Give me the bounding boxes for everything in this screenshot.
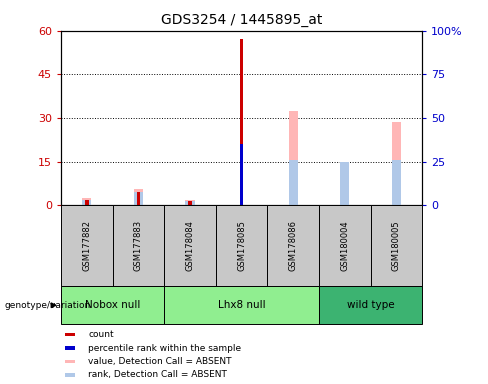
Bar	[61, 286, 164, 324]
Bar	[370, 205, 422, 286]
Text: value, Detection Call = ABSENT: value, Detection Call = ABSENT	[88, 357, 232, 366]
Bar	[64, 373, 76, 377]
Text: GSM180005: GSM180005	[392, 220, 401, 271]
Text: genotype/variation: genotype/variation	[5, 301, 91, 310]
Bar	[240, 40, 244, 205]
Bar	[113, 205, 164, 286]
Bar	[164, 286, 319, 324]
Title: GDS3254 / 1445895_at: GDS3254 / 1445895_at	[161, 13, 322, 27]
Bar	[288, 160, 298, 205]
Bar	[61, 205, 113, 286]
Bar	[267, 205, 319, 286]
Bar	[188, 201, 192, 205]
Bar	[82, 198, 91, 205]
Text: GSM178085: GSM178085	[237, 220, 246, 271]
Bar	[185, 200, 195, 205]
Bar	[164, 205, 216, 286]
Bar	[340, 162, 349, 205]
Bar	[340, 162, 349, 205]
Bar	[392, 160, 401, 205]
Bar	[392, 122, 401, 205]
Text: GSM178086: GSM178086	[288, 220, 298, 271]
Bar	[85, 200, 89, 205]
Text: Lhx8 null: Lhx8 null	[218, 300, 265, 310]
Text: Nobox null: Nobox null	[85, 300, 140, 310]
Bar	[137, 192, 140, 205]
Text: percentile rank within the sample: percentile rank within the sample	[88, 344, 241, 353]
Text: count: count	[88, 330, 114, 339]
Bar	[216, 205, 267, 286]
Text: GSM180004: GSM180004	[340, 220, 349, 271]
Text: wild type: wild type	[346, 300, 394, 310]
Text: GSM177882: GSM177882	[82, 220, 91, 271]
Bar	[82, 200, 91, 205]
Bar	[64, 346, 76, 349]
Text: GSM178084: GSM178084	[185, 220, 195, 271]
Bar	[240, 144, 244, 205]
Text: GSM177883: GSM177883	[134, 220, 143, 271]
Bar	[64, 333, 76, 336]
Bar	[319, 286, 422, 324]
Bar	[134, 189, 143, 205]
Bar	[288, 111, 298, 205]
Bar	[134, 192, 143, 205]
Text: rank, Detection Call = ABSENT: rank, Detection Call = ABSENT	[88, 371, 227, 379]
Bar	[319, 205, 370, 286]
Bar	[185, 201, 195, 205]
Bar	[64, 360, 76, 363]
